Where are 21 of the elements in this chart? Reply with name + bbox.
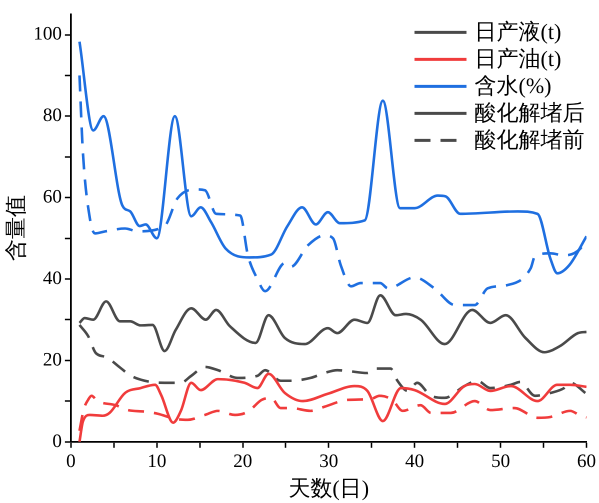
legend-label: 日产油(t)	[474, 46, 562, 72]
x-axis-title: 天数(日)	[288, 476, 370, 501]
x-tick-label: 0	[66, 451, 76, 472]
annotation: 酸化解堵后	[474, 100, 584, 126]
legend-label: 酸化解堵前	[474, 127, 584, 152]
x-tick-label: 40	[405, 451, 424, 472]
x-tick-label: 60	[577, 451, 596, 472]
x-tick-label: 10	[147, 451, 166, 472]
y-tick-label: 0	[52, 430, 62, 452]
legend-label: 日产液(t)	[474, 19, 562, 44]
y-tick-label: 100	[33, 24, 62, 45]
y-tick-label: 40	[42, 268, 62, 289]
y-axis-title: 含量值	[2, 195, 28, 262]
x-tick-label: 30	[319, 451, 338, 472]
x-tick-label: 50	[491, 451, 510, 472]
y-tick-label: 80	[42, 105, 62, 126]
x-tick-label: 20	[233, 451, 252, 472]
line-series	[78, 372, 586, 442]
y-tick-label: 60	[42, 186, 62, 208]
legend-label: 含水(%)	[474, 73, 552, 98]
y-tick-label: 20	[42, 349, 62, 370]
